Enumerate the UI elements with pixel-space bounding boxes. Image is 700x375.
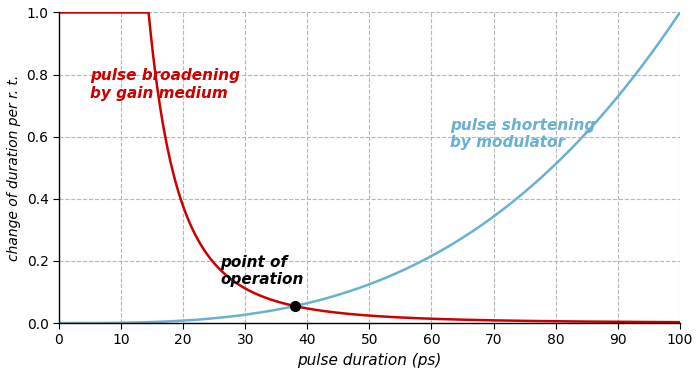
Text: pulse broadening
by gain medium: pulse broadening by gain medium <box>90 68 240 101</box>
X-axis label: pulse duration (ps): pulse duration (ps) <box>298 353 442 368</box>
Text: pulse shortening
by modulator: pulse shortening by modulator <box>450 118 596 150</box>
Text: point of
operation: point of operation <box>220 255 304 287</box>
Y-axis label: change of duration per r. t.: change of duration per r. t. <box>7 75 21 261</box>
